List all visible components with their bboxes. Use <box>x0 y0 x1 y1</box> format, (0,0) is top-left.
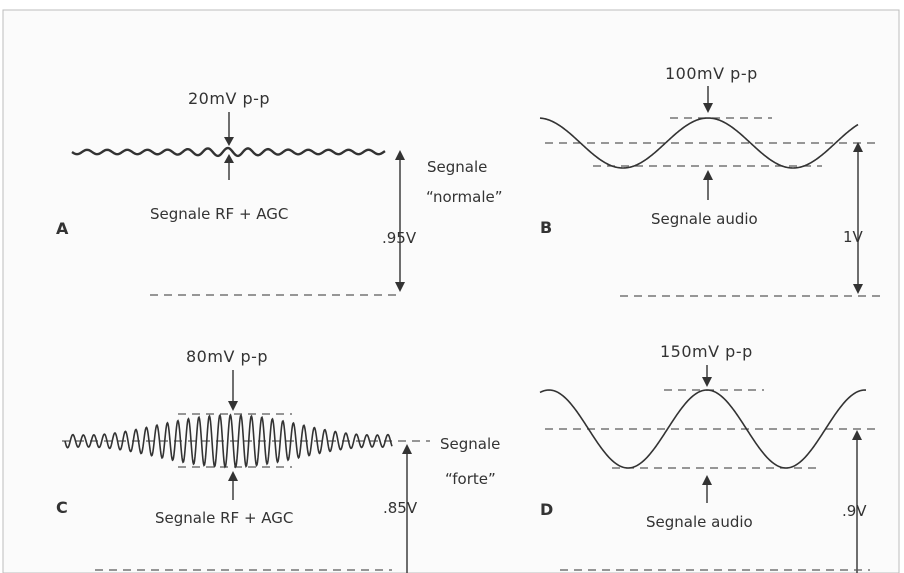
panel-b-waveform <box>539 117 859 169</box>
panel-d: 150mV p-p .9V Segnale audio D <box>539 342 880 573</box>
panel-c-letter: C <box>56 498 68 517</box>
panel-c-condition-line1: Segnale <box>440 435 500 453</box>
panel-b-amp-arrowhead-bottom <box>703 170 713 180</box>
panel-a-level-arrowhead-top <box>395 150 405 160</box>
panel-d-waveform <box>539 389 867 469</box>
panel-a-condition-line2: “normale” <box>426 188 503 206</box>
panel-c-amp-arrowhead-top <box>228 401 238 411</box>
panel-c: 80mV p-p .85V Segnale RF + AGC C Segnale… <box>56 347 500 573</box>
panel-c-waveform <box>64 413 393 469</box>
panel-a-level-arrowhead-bottom <box>395 282 405 292</box>
panel-a-amp-arrowhead-bottom <box>224 154 234 163</box>
panel-a: 20mV p-p .95V Segnale RF + AGC A Segnale… <box>56 89 503 296</box>
panel-c-amp-arrowhead-bottom <box>228 471 238 481</box>
panel-b-amp-arrowhead-top <box>703 103 713 113</box>
panel-b-level-label: 1V <box>843 228 864 246</box>
panel-d-signal-label: Segnale audio <box>646 513 753 531</box>
panel-d-amplitude-label: 150mV p-p <box>660 342 753 361</box>
panel-b-level-arrowhead-bottom <box>853 284 863 294</box>
diagram-frame <box>2 9 900 573</box>
panel-a-waveform <box>71 146 386 158</box>
panel-a-level-label: .95V <box>382 229 417 247</box>
panel-b-amplitude-label: 100mV p-p <box>665 64 758 83</box>
panel-a-condition-line1: Segnale <box>427 158 487 176</box>
panel-c-amplitude-label: 80mV p-p <box>186 347 268 366</box>
panel-c-level-label: .85V <box>383 499 418 517</box>
panel-d-letter: D <box>540 500 553 519</box>
panel-d-level-label: .9V <box>842 502 867 520</box>
panel-d-level-arrowhead-top <box>852 430 862 440</box>
panel-a-amplitude-label: 20mV p-p <box>188 89 270 108</box>
panel-b-letter: B <box>540 218 552 237</box>
panel-b: 100mV p-p 1V Segnale audio B <box>539 64 880 297</box>
panel-c-level-arrowhead-top <box>402 444 412 454</box>
panel-b-signal-label: Segnale audio <box>651 210 758 228</box>
panel-c-condition-line2: “forte” <box>445 470 496 488</box>
panel-a-signal-label: Segnale RF + AGC <box>150 205 288 223</box>
panel-d-amp-arrowhead-top <box>702 377 712 387</box>
panel-d-amp-arrowhead-bottom <box>702 475 712 485</box>
panel-b-level-arrowhead-top <box>853 142 863 152</box>
panel-a-amp-arrowhead-top <box>224 137 234 146</box>
panel-c-signal-label: Segnale RF + AGC <box>155 509 293 527</box>
panel-a-letter: A <box>56 219 69 238</box>
